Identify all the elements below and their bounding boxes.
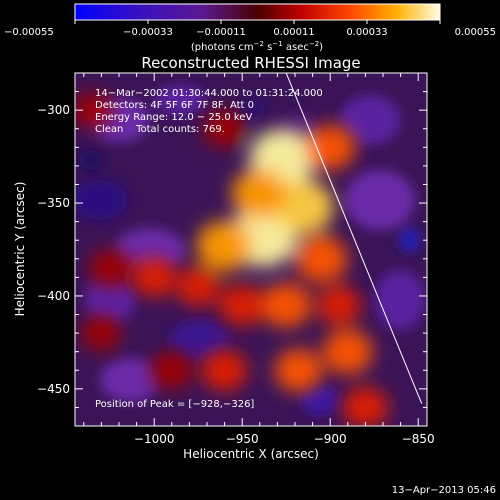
plot-frame bbox=[74, 72, 428, 427]
chart-title: Reconstructed RHESSI Image bbox=[141, 54, 360, 72]
annotation-time: 14−Mar−2002 01:30:44.000 to 01:31:24.000 bbox=[95, 88, 323, 99]
y-axis-label: Heliocentric Y (arcsec) bbox=[13, 182, 27, 317]
emission-blob bbox=[81, 315, 122, 352]
y-tick-label: −450 bbox=[37, 382, 70, 396]
annotation-peak: Position of Peak = [−928,−326] bbox=[95, 399, 254, 410]
emission-blob bbox=[196, 220, 253, 271]
colorbar-tick-label: −0.00055 bbox=[4, 27, 54, 38]
emission-blob bbox=[273, 179, 334, 234]
emission-sources bbox=[75, 92, 389, 426]
colorbar-tick-label: 0.00011 bbox=[273, 27, 314, 38]
colorbar-tick-label: −0.00011 bbox=[196, 27, 246, 38]
emission-blob bbox=[176, 266, 221, 307]
x-tick-label: −900 bbox=[314, 432, 347, 446]
colorbar-tick-label: −0.00033 bbox=[123, 27, 173, 38]
emission-blob bbox=[231, 168, 288, 219]
emission-blob bbox=[132, 257, 177, 298]
x-tick-label: −850 bbox=[402, 432, 435, 446]
emission-blob bbox=[305, 124, 356, 170]
annotation-detectors: Detectors: 4F 5F 6F 7F 8F, Att 0 bbox=[95, 100, 254, 111]
emission-blob bbox=[317, 285, 361, 326]
y-axis-ticks: −300 −350 −400 −450 bbox=[37, 72, 427, 427]
colorbar-tick-label: 0.00033 bbox=[346, 27, 387, 38]
x-axis-label: Heliocentric X (arcsec) bbox=[183, 447, 319, 461]
colorbar bbox=[74, 3, 441, 21]
emission-blob bbox=[89, 249, 132, 287]
x-axis-ticks: −1000 −950 −900 −850 bbox=[83, 73, 435, 446]
colorbar-ticks: −0.00055 −0.00033 −0.00011 0.00011 0.00033 0.… bbox=[4, 20, 496, 38]
colorbar-tick-label: 0.00055 bbox=[455, 27, 496, 38]
colorbar-unit: (photons cm−2 s−1 asec−2) bbox=[191, 40, 323, 53]
x-tick-label: −1000 bbox=[134, 432, 175, 446]
timestamp: 13−Apr−2013 05:46 bbox=[392, 485, 496, 496]
annotation-energy: Energy Range: 12.0 − 25.0 keV bbox=[95, 112, 252, 123]
emission-blob bbox=[75, 92, 113, 129]
emission-blob bbox=[274, 348, 323, 392]
emission-blob bbox=[295, 235, 348, 283]
image-area bbox=[75, 73, 427, 426]
emission-blob bbox=[261, 282, 312, 328]
emission-blob bbox=[322, 329, 373, 375]
x-tick-label: −950 bbox=[226, 432, 259, 446]
y-tick-label: −300 bbox=[37, 103, 70, 117]
y-tick-label: −350 bbox=[37, 196, 70, 210]
emission-blob bbox=[150, 351, 193, 390]
emission-blob bbox=[201, 349, 248, 391]
solar-limb-line bbox=[285, 73, 423, 404]
emission-blob bbox=[219, 284, 266, 326]
y-tick-label: −400 bbox=[37, 289, 70, 303]
annotation-method: Clean Total counts: 769. bbox=[95, 124, 225, 135]
emission-blob bbox=[342, 386, 389, 426]
emission-blob bbox=[203, 109, 246, 148]
background-texture bbox=[75, 85, 425, 415]
